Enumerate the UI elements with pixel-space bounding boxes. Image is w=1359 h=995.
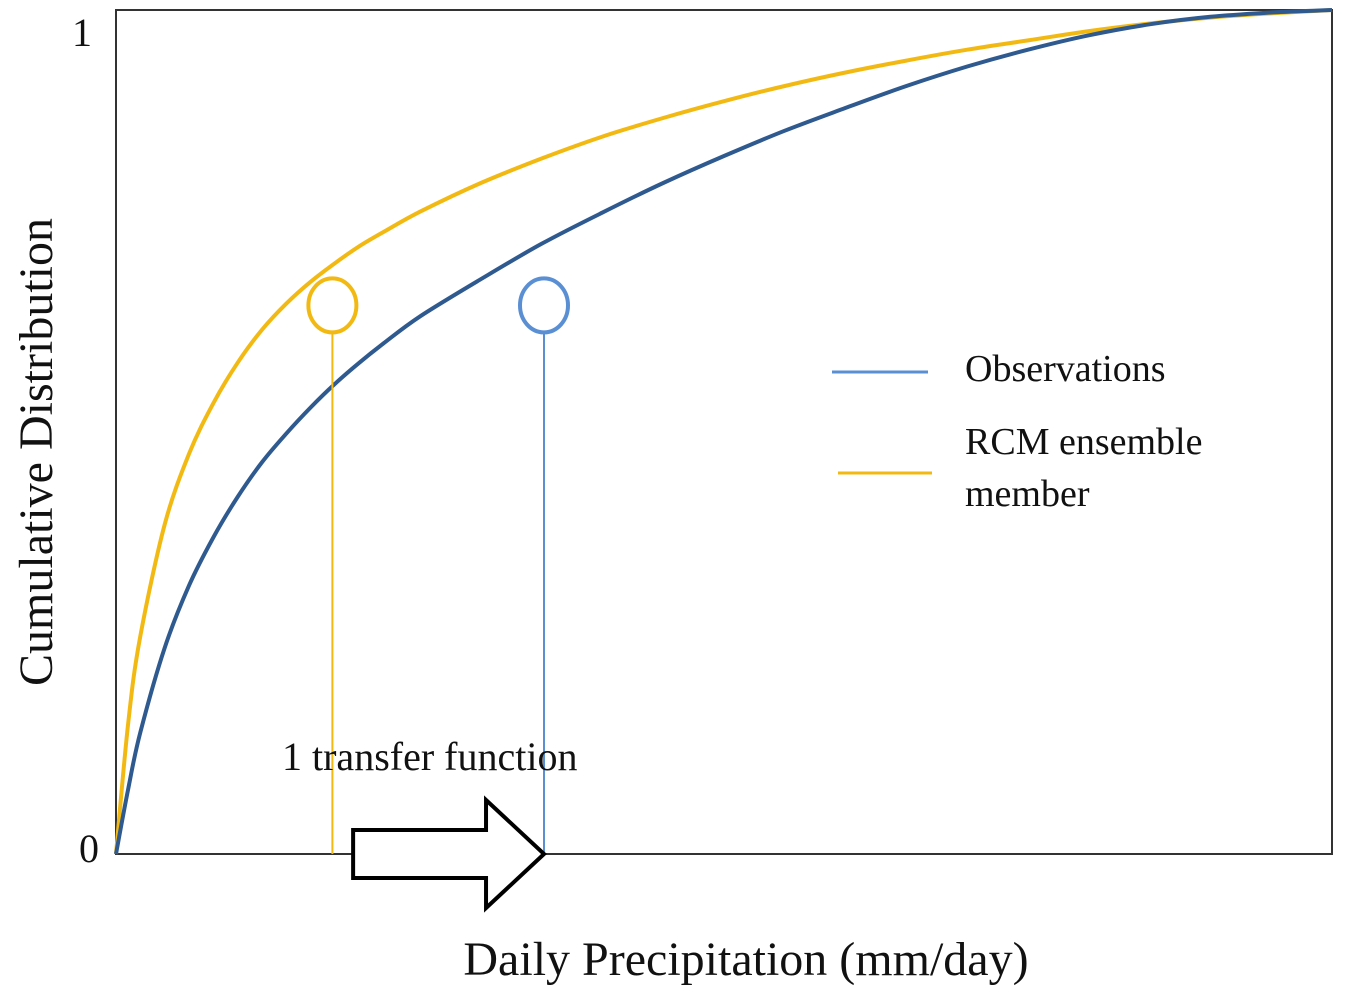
legend: Observations RCM ensemble member (832, 348, 1212, 515)
marker-circle-observations (518, 276, 570, 335)
x-axis-label: Daily Precipitation (mm/day) (463, 933, 1028, 986)
y-tick-label-top: 1 (72, 10, 92, 55)
legend-label-observations: Observations (965, 348, 1166, 390)
legend-label-rcm-line-2: member (965, 473, 1090, 515)
series-line-rcm (114, 8, 1333, 855)
y-axis-label: Cumulative Distribution (10, 218, 63, 686)
marker-circle-rcm (306, 276, 359, 335)
legend-label-rcm: RCM ensemble member (965, 421, 1212, 515)
transfer-arrow-icon (351, 795, 547, 913)
transfer-function-label: 1 transfer function (282, 734, 577, 779)
legend-label-rcm-line-1: RCM ensemble (965, 421, 1202, 463)
series-line-observations (114, 8, 1333, 855)
y-tick-label-bottom: 0 (79, 826, 99, 871)
plot-frame (115, 9, 1333, 855)
